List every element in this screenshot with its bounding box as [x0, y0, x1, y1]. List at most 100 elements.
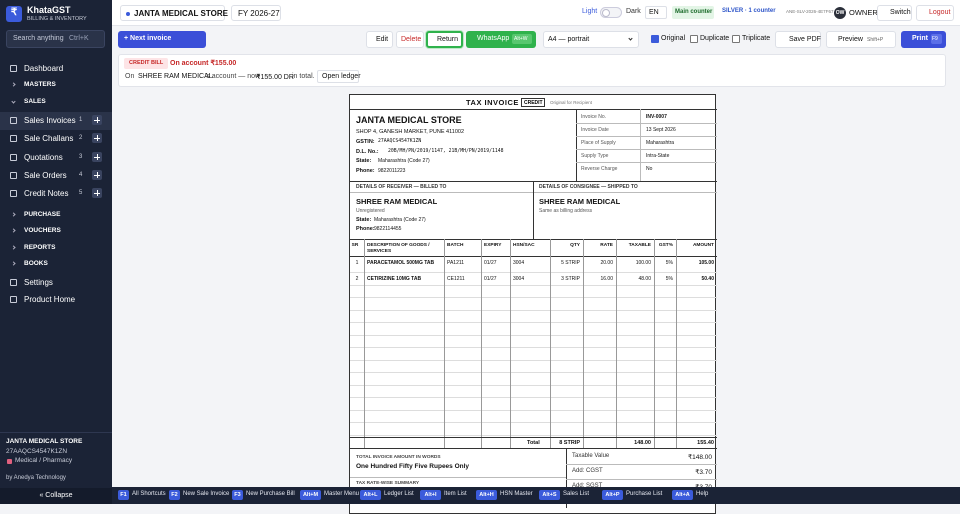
invoice: TAX INVOICE CREDIT Original for Recipient J…	[349, 94, 717, 514]
item-cell: 16.00	[600, 276, 613, 282]
seller-field-label: D.L. No.:	[356, 148, 379, 155]
delete-btn[interactable]: Delete	[396, 31, 424, 48]
store-dot	[126, 12, 130, 16]
rule	[566, 448, 567, 508]
shortcut-key-chip[interactable]: F1	[118, 490, 129, 500]
shortcut-label: Help	[696, 491, 709, 497]
rule	[350, 239, 717, 240]
search-box[interactable]: Search anything Ctrl+K	[6, 30, 105, 48]
shortcut-key-chip[interactable]: Alt+L	[360, 490, 381, 500]
nav-add[interactable]	[92, 133, 102, 143]
avatar: OW	[834, 7, 846, 19]
shortcut-key-chip[interactable]: Alt+H	[476, 490, 497, 500]
nav-section[interactable]: PURCHASE	[24, 211, 61, 218]
whatsapp-btn[interactable]: WhatsApp Alt+W	[466, 31, 536, 48]
copy-checkbox[interactable]	[732, 35, 740, 43]
nav-icon	[10, 172, 17, 179]
item-cell: CETIRIZINE 10MG TAB	[367, 276, 422, 282]
shortcut-key-chip[interactable]: F3	[232, 490, 243, 500]
shortcut-key: F2	[171, 492, 178, 498]
item-cell: 01/27	[484, 260, 497, 266]
collapse[interactable]: « Collapse	[39, 492, 73, 499]
nav-add[interactable]	[92, 188, 102, 198]
print-btn[interactable]: Print F9	[901, 31, 946, 48]
nav-count: 1	[79, 117, 83, 123]
next-invoice-btn[interactable]: + Next invoice	[118, 31, 206, 48]
nav-item[interactable]: Quotations	[24, 153, 63, 162]
switch-btn[interactable]: Switch	[877, 5, 912, 21]
nav-item[interactable]: Sales Invoices	[24, 116, 76, 125]
nav-item[interactable]: Dashboard	[24, 64, 64, 73]
store-chip[interactable]: JANTA MEDICAL STORE	[120, 5, 228, 21]
lang-select[interactable]: EN	[645, 6, 667, 19]
seller-field-value: 9822011223	[378, 167, 406, 174]
item-cell: PA1211	[447, 260, 465, 266]
shortcut-key-chip[interactable]: Alt+I	[420, 490, 441, 500]
theme-light: Light	[582, 8, 598, 15]
item-cell: 5 STRIP	[561, 260, 580, 266]
switch: Switch	[890, 9, 911, 16]
shortcut-bar: F1 All Shortcuts F2 New Sale Invoice F3 New P…	[112, 487, 960, 504]
nav-item[interactable]: Credit Notes	[24, 189, 69, 198]
nav-add[interactable]	[92, 115, 102, 125]
nav-item[interactable]: Settings	[24, 278, 53, 287]
paper-select[interactable]: A4 — portrait	[543, 31, 639, 48]
save-pdf-btn[interactable]: Save PDF	[775, 31, 821, 48]
meta-label: Invoice No.	[581, 114, 607, 120]
total-qty: 8 STRIP	[559, 440, 580, 446]
topbar: JANTA MEDICAL STORE FY 2026-27 Light Dark EN…	[112, 0, 960, 26]
rule	[350, 322, 717, 323]
logout-btn[interactable]: Logout	[916, 5, 954, 21]
nav-item[interactable]: Sale Orders	[24, 171, 67, 180]
nav-section[interactable]: VOUCHERS	[24, 227, 61, 234]
edit-btn[interactable]: Edit	[366, 31, 393, 48]
rule	[566, 464, 717, 465]
nav-icon	[10, 154, 17, 161]
preview-btn[interactable]: Preview Shift+P	[826, 31, 896, 48]
column-header: AMOUNT	[692, 243, 714, 248]
copy-checkbox[interactable]	[690, 35, 698, 43]
shortcut-key: Alt+A	[675, 492, 690, 498]
copy-checkbox[interactable]	[651, 35, 659, 43]
shortcut-key-chip[interactable]: F2	[169, 490, 180, 500]
nav-section[interactable]: BOOKS	[24, 260, 48, 267]
open-ledger-btn[interactable]: Open ledger	[317, 70, 361, 83]
rule	[350, 372, 717, 373]
plus-v	[96, 117, 98, 123]
summary-label: Add: SGST	[572, 483, 603, 489]
rule	[350, 297, 717, 298]
license: ANE-SLV-2026-4E7F67	[786, 9, 834, 14]
plus-v	[96, 172, 98, 178]
shortcut-key-chip[interactable]: Alt+M	[300, 490, 321, 500]
category-icon	[7, 459, 12, 464]
item-cell: 50.40	[701, 276, 714, 282]
nav-chevron	[11, 245, 16, 250]
nav-item[interactable]: Product Home	[24, 295, 76, 304]
meta-value: No	[646, 166, 653, 172]
nav-section[interactable]: MASTERS	[24, 81, 56, 88]
rule	[654, 239, 655, 449]
edit: Edit	[376, 36, 389, 43]
shortcut-key-chip[interactable]: Alt+S	[539, 490, 560, 500]
company-category: Medical / Pharmacy	[15, 457, 73, 464]
nav-item[interactable]: Sale Challans	[24, 134, 74, 143]
total-label: Total	[527, 440, 540, 446]
shortcut-key-chip[interactable]: Alt+P	[602, 490, 623, 500]
nav-add[interactable]	[92, 152, 102, 162]
plus-v	[96, 135, 98, 141]
fy-chip[interactable]: FY 2026-27	[231, 5, 281, 21]
nav-section[interactable]: REPORTS	[24, 244, 56, 251]
theme-toggle[interactable]	[600, 7, 622, 18]
consignee-note: Same as billing address	[539, 208, 593, 214]
rule	[350, 334, 717, 336]
nav-section[interactable]: SALES	[24, 98, 46, 105]
column-header: GST%	[658, 243, 673, 248]
column-header: HSN/SAC	[513, 243, 535, 248]
rule	[364, 239, 365, 449]
shortcut-key-chip[interactable]: Alt+A	[672, 490, 693, 500]
delete: Delete	[401, 36, 422, 43]
rule	[444, 239, 445, 449]
nav-add[interactable]	[92, 170, 102, 180]
invoice-badge: CREDIT	[521, 98, 545, 107]
return-btn[interactable]: Return	[426, 31, 463, 48]
